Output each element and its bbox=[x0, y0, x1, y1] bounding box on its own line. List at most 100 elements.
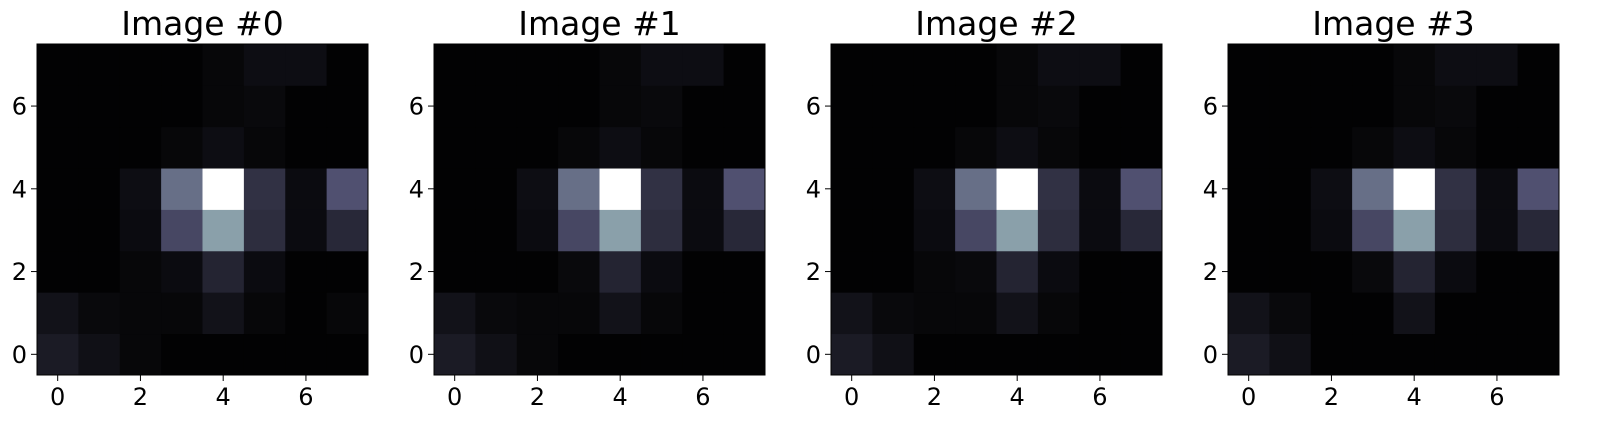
heatmap-cell bbox=[831, 168, 873, 210]
heatmap-cell bbox=[161, 126, 203, 169]
heatmap-cell bbox=[682, 292, 725, 335]
heatmap-cell bbox=[243, 292, 286, 335]
heatmap-cell bbox=[996, 168, 1039, 210]
heatmap-cell bbox=[285, 209, 328, 252]
heatmap-cell bbox=[285, 126, 328, 169]
x-tick-label: 6 bbox=[695, 383, 710, 411]
heatmap-cell bbox=[1037, 126, 1080, 169]
heatmap-cell bbox=[558, 126, 600, 169]
heatmap-cell bbox=[955, 250, 997, 293]
y-tick-label: 0 bbox=[806, 341, 821, 369]
heatmap-cell bbox=[640, 44, 683, 86]
heatmap-cell bbox=[1310, 209, 1353, 252]
heatmap-cell bbox=[326, 126, 369, 169]
heatmap-cell bbox=[1310, 44, 1353, 86]
heatmap-cell bbox=[1037, 85, 1080, 128]
x-tick-label: 4 bbox=[216, 383, 231, 411]
chart-title: Image #2 bbox=[915, 4, 1078, 43]
y-tick-label: 6 bbox=[806, 93, 821, 121]
heatmap-cell bbox=[326, 168, 369, 210]
heatmap-cell bbox=[723, 333, 766, 376]
heatmap-cell bbox=[475, 292, 518, 335]
heatmap-cell bbox=[1079, 333, 1122, 376]
x-tick-label: 4 bbox=[1010, 383, 1025, 411]
heatmap-cell bbox=[161, 209, 203, 252]
heatmap-cell bbox=[37, 126, 79, 169]
heatmap-cell bbox=[1269, 292, 1312, 335]
y-tick-label: 4 bbox=[806, 175, 821, 203]
heatmap-cell bbox=[434, 85, 476, 128]
heatmap-cell bbox=[202, 126, 245, 169]
heatmap-cell bbox=[78, 333, 121, 376]
heatmap-cell bbox=[831, 85, 873, 128]
heatmap-cell bbox=[1269, 250, 1312, 293]
heatmap-cell bbox=[599, 292, 642, 335]
heatmap-cell bbox=[872, 292, 915, 335]
heatmap-cell bbox=[831, 250, 873, 293]
heatmap-cell bbox=[285, 85, 328, 128]
heatmap-cell bbox=[1120, 209, 1163, 252]
heatmap-cell bbox=[1434, 44, 1477, 86]
heatmap-cell bbox=[640, 333, 683, 376]
heatmap-cell bbox=[1434, 126, 1477, 169]
heatmap-cell bbox=[1352, 168, 1394, 210]
heatmap-cell bbox=[682, 85, 725, 128]
heatmap-cell bbox=[475, 333, 518, 376]
heatmap-cell bbox=[599, 44, 642, 86]
heatmap-cell bbox=[434, 292, 476, 335]
heatmap-cell bbox=[1228, 292, 1270, 335]
heatmap-cell bbox=[831, 292, 873, 335]
heatmap-cell bbox=[1228, 126, 1270, 169]
heatmap-cell bbox=[243, 85, 286, 128]
y-tick-label: 2 bbox=[806, 258, 821, 286]
heatmap-cell bbox=[475, 126, 518, 169]
heatmap-cell bbox=[285, 168, 328, 210]
heatmap-cell bbox=[119, 126, 162, 169]
heatmap-cell bbox=[558, 333, 600, 376]
heatmap-cell bbox=[1476, 292, 1519, 335]
heatmap-cell bbox=[1269, 85, 1312, 128]
heatmap-cell bbox=[599, 168, 642, 210]
y-tick-label: 2 bbox=[1203, 258, 1218, 286]
heatmap-cell bbox=[1037, 44, 1080, 86]
heatmap-cell bbox=[1037, 209, 1080, 252]
heatmap-cell bbox=[1434, 209, 1477, 252]
heatmap-cell bbox=[1079, 168, 1122, 210]
heatmap-cell bbox=[202, 44, 245, 86]
heatmap-cell bbox=[1517, 126, 1560, 169]
heatmap-cell bbox=[558, 44, 600, 86]
heatmap-cell bbox=[1228, 44, 1270, 86]
heatmap-cell bbox=[37, 333, 79, 376]
heatmap-cell bbox=[872, 209, 915, 252]
axes-frame bbox=[36, 43, 369, 376]
heatmap-cell bbox=[475, 44, 518, 86]
heatmap-cell bbox=[723, 168, 766, 210]
heatmap-cell bbox=[475, 85, 518, 128]
x-tick-label: 0 bbox=[1241, 383, 1256, 411]
x-tick-label: 0 bbox=[844, 383, 859, 411]
heatmap-cell bbox=[1517, 333, 1560, 376]
heatmap-cell bbox=[434, 168, 476, 210]
y-tick-label: 6 bbox=[12, 93, 27, 121]
x-tick-label: 4 bbox=[1407, 383, 1422, 411]
heatmap-cell bbox=[831, 209, 873, 252]
x-tick-label: 2 bbox=[530, 383, 545, 411]
heatmap-cell bbox=[955, 168, 997, 210]
heatmap-cell bbox=[37, 292, 79, 335]
heatmap-cell bbox=[996, 292, 1039, 335]
chart-title: Image #3 bbox=[1312, 4, 1475, 43]
heatmap-cell bbox=[1352, 44, 1394, 86]
heatmap-cell bbox=[37, 250, 79, 293]
heatmap-cell bbox=[516, 209, 559, 252]
heatmap-cell bbox=[1476, 44, 1519, 86]
heatmap-cell bbox=[558, 85, 600, 128]
heatmap-cell bbox=[599, 126, 642, 169]
x-tick-label: 2 bbox=[1324, 383, 1339, 411]
axes-frame bbox=[1227, 43, 1560, 376]
heatmap-cell bbox=[723, 209, 766, 252]
y-tick-label: 6 bbox=[409, 93, 424, 121]
heatmap-cell bbox=[723, 292, 766, 335]
heatmap-cell bbox=[1228, 209, 1270, 252]
y-tick-label: 0 bbox=[1203, 341, 1218, 369]
heatmap-cell bbox=[1310, 126, 1353, 169]
